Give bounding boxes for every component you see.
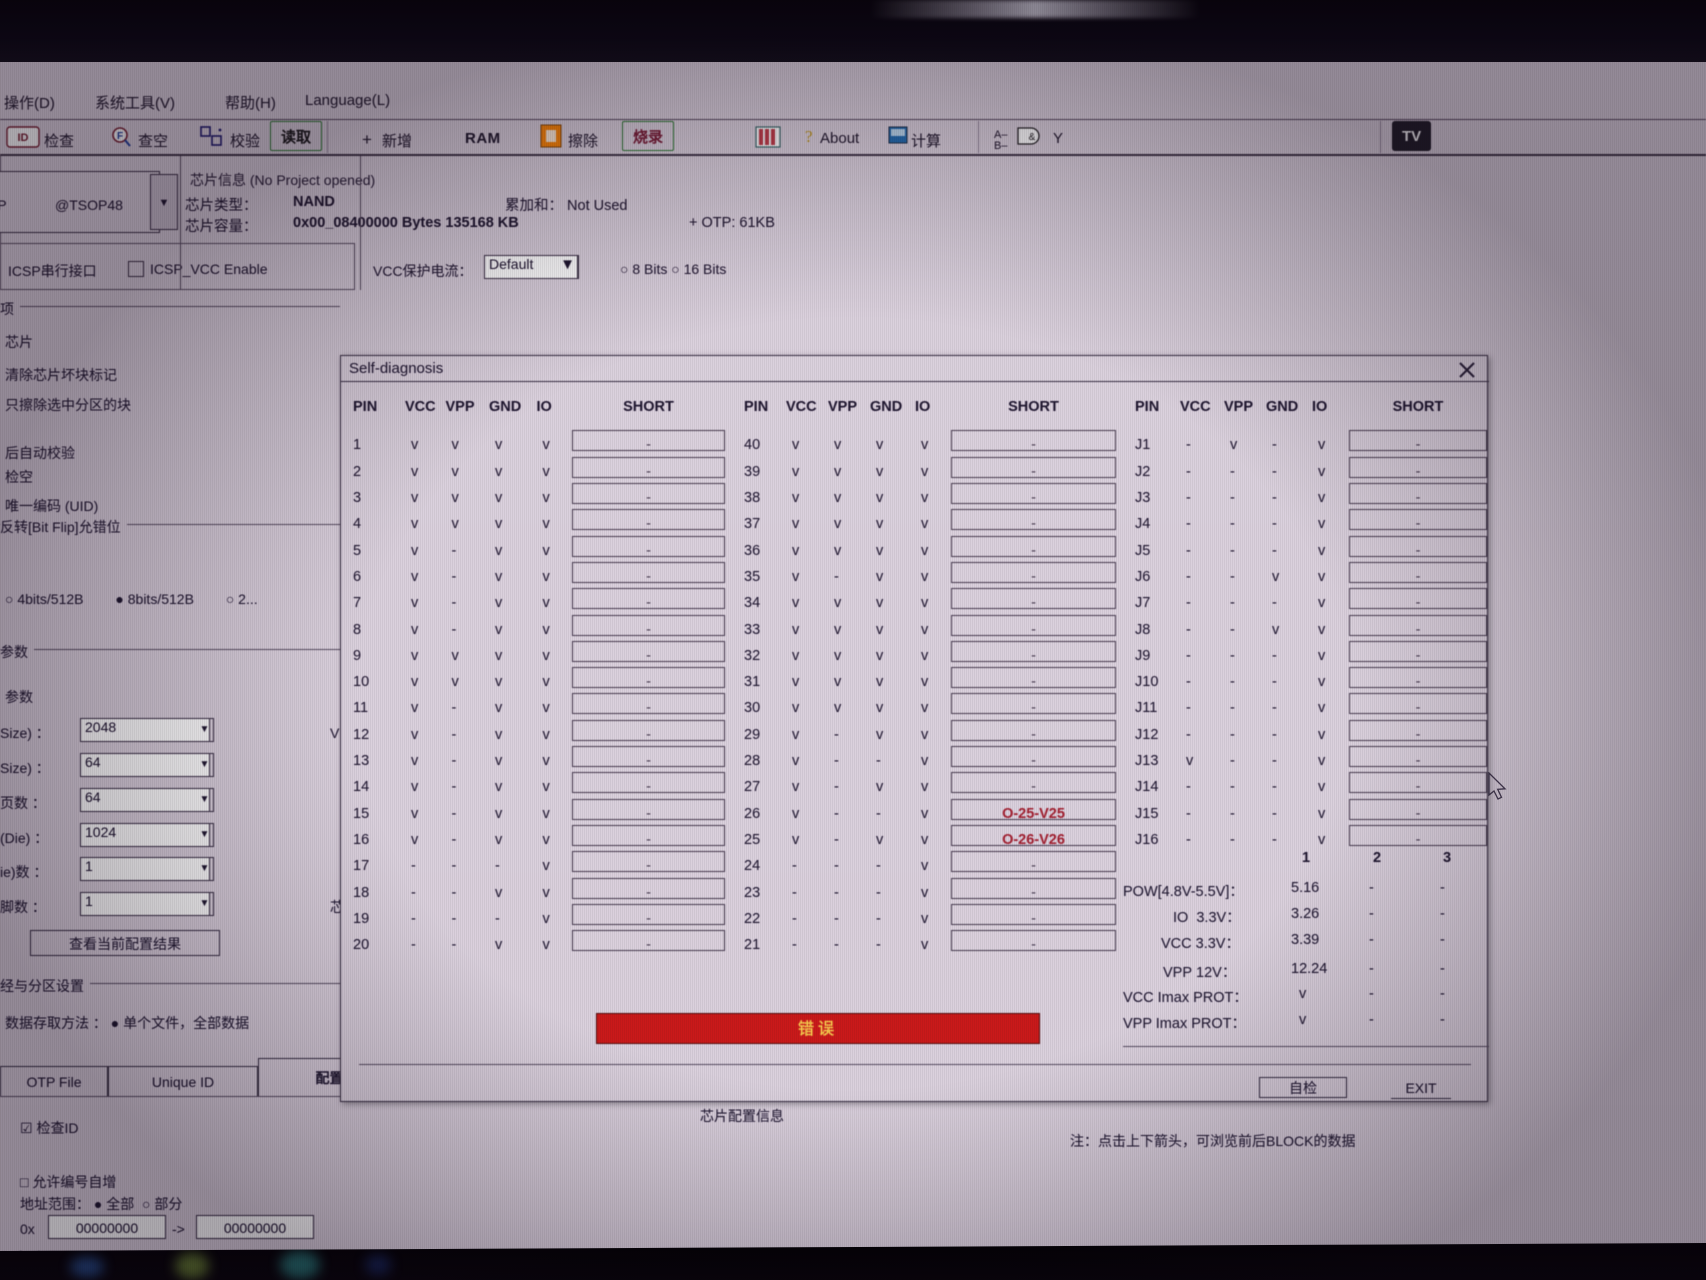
- svg-text:F: F: [117, 131, 123, 142]
- svg-text:&: &: [1029, 132, 1036, 143]
- svg-text:?: ?: [805, 127, 813, 146]
- svg-text:ID: ID: [18, 132, 29, 144]
